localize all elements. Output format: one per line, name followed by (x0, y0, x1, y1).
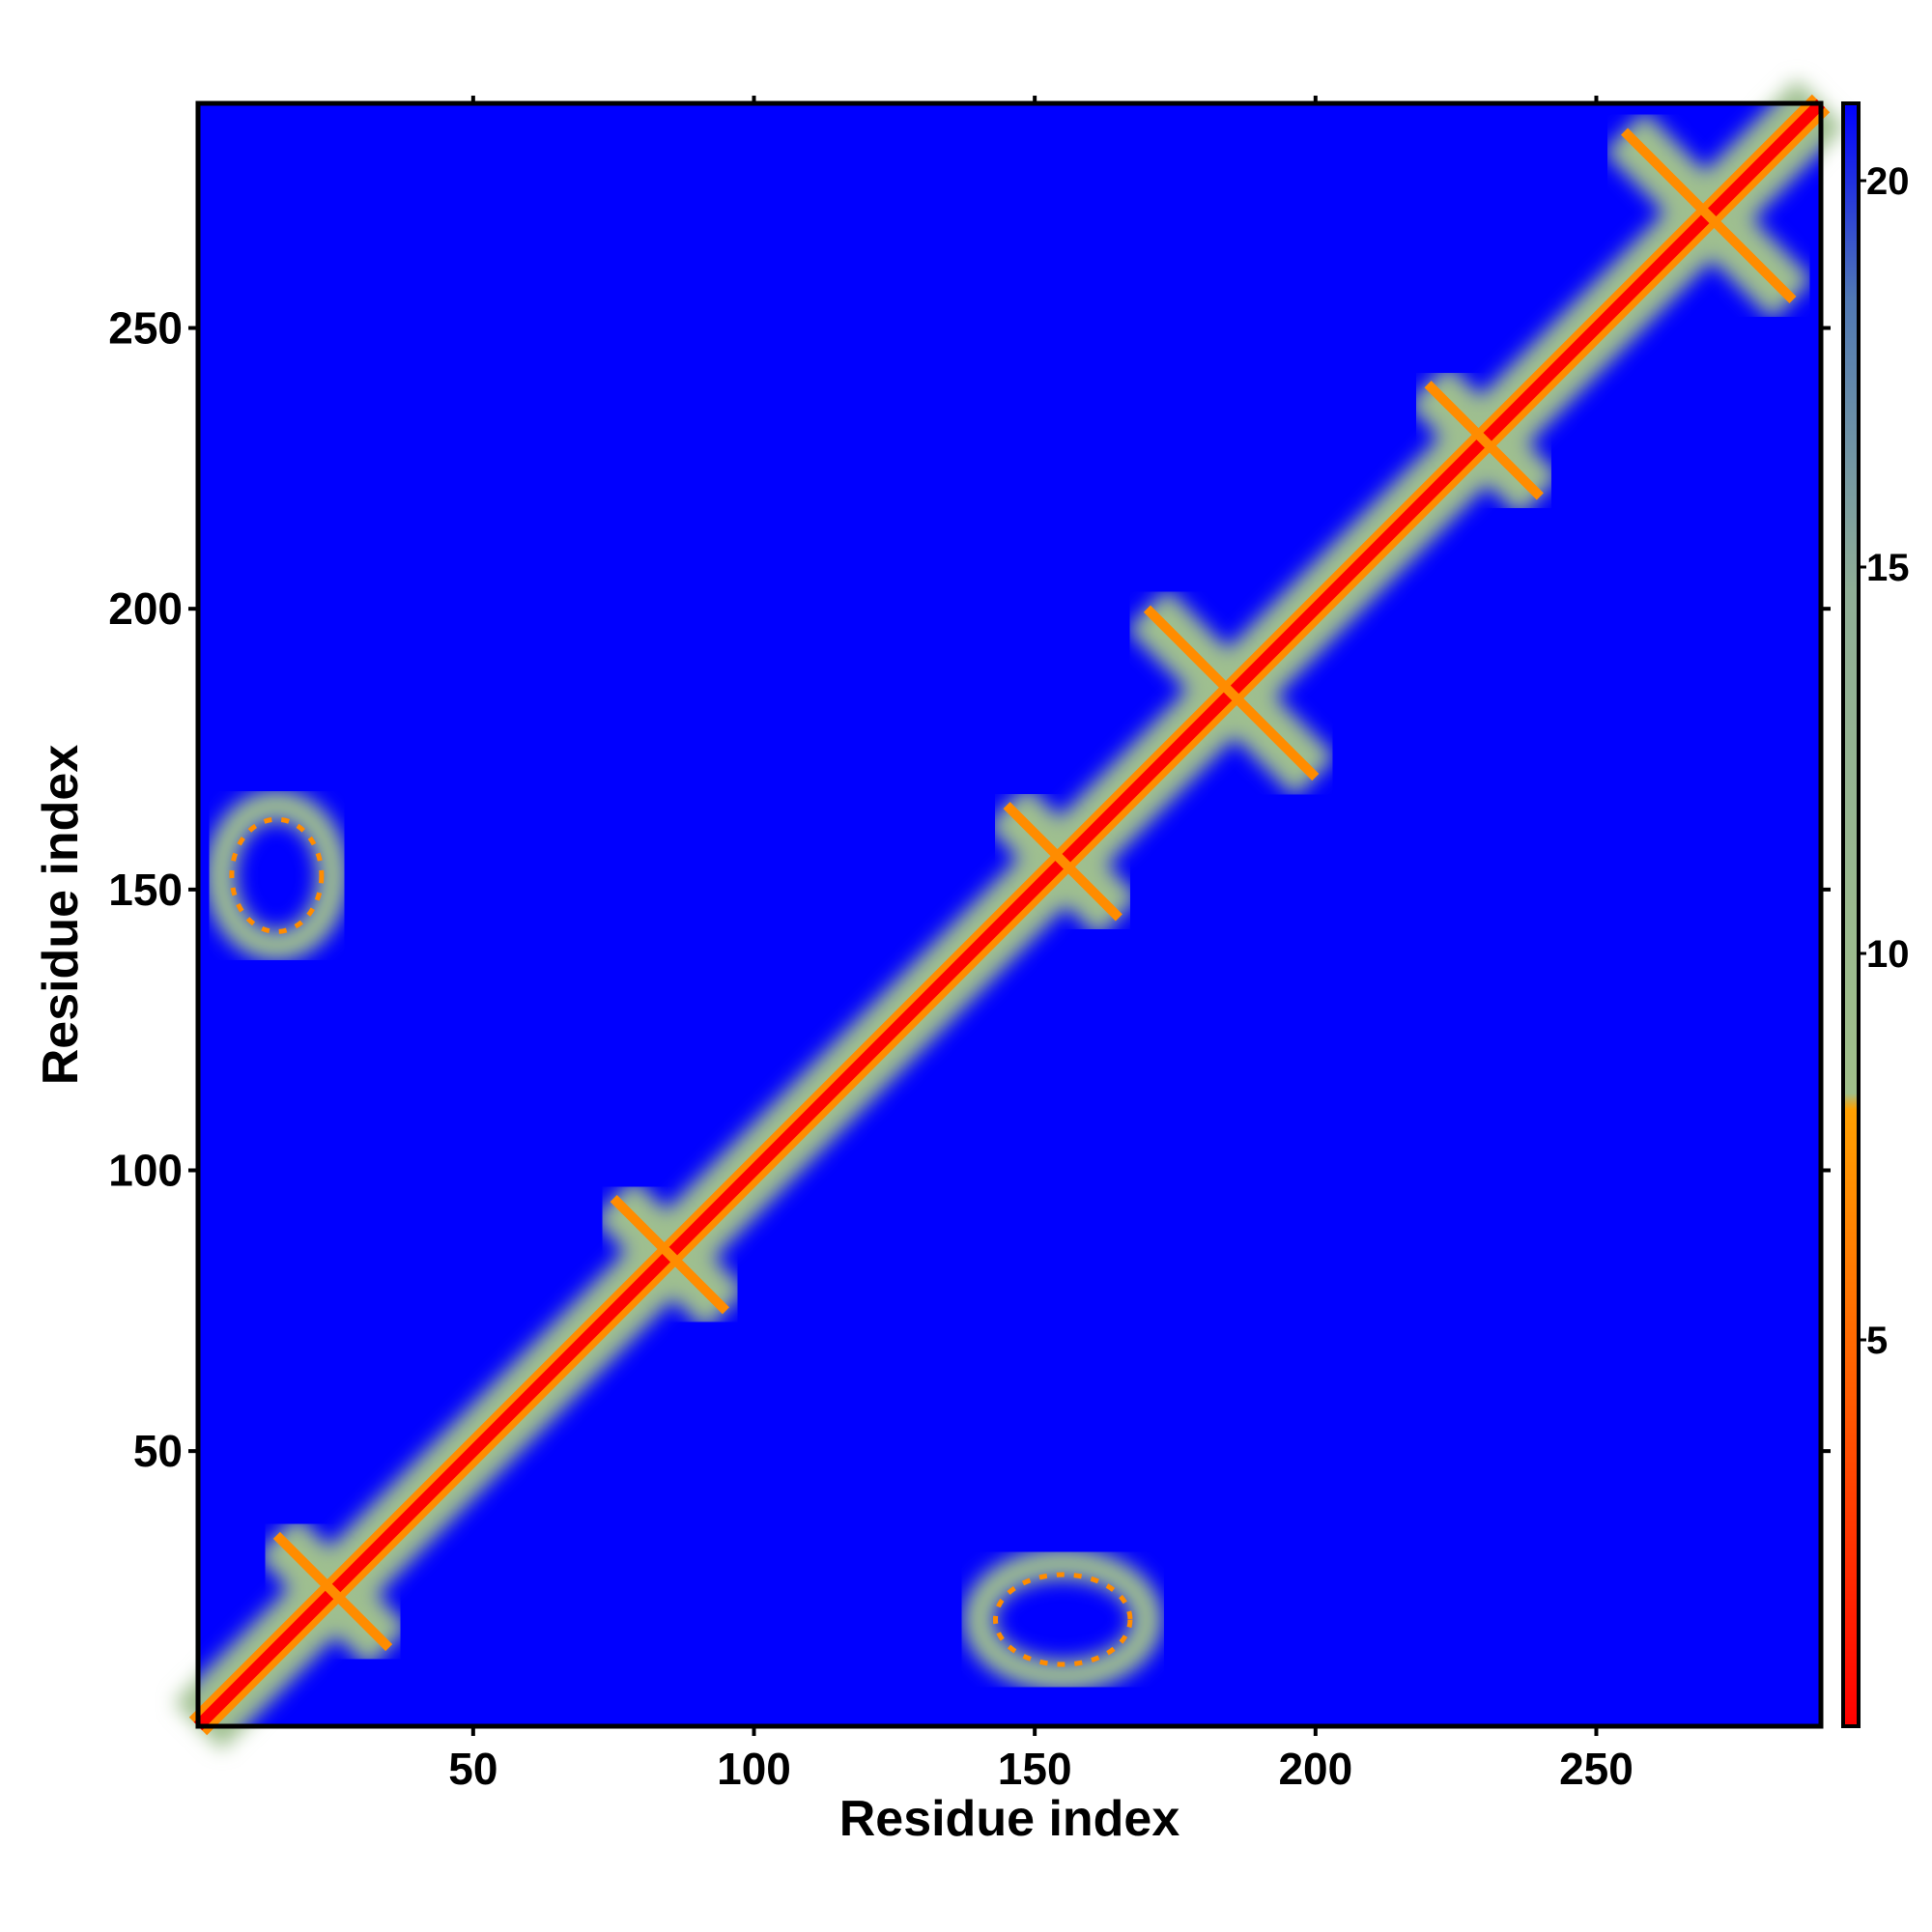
x-axis-ticks: 50 100 150 200 250 (448, 96, 1634, 1794)
ring-contact (992, 1572, 1133, 1667)
x-tick-label: 50 (448, 1744, 497, 1794)
colorbar-tick-label: 15 (1866, 547, 1910, 589)
x-tick-label: 200 (1278, 1744, 1352, 1794)
y-tick-label: 150 (108, 865, 183, 915)
antiparallel-contact-line (272, 1531, 393, 1652)
y-tick-label: 250 (108, 303, 183, 354)
colorbar-tick-label: 20 (1866, 160, 1910, 203)
y-tick-label: 200 (108, 583, 183, 634)
y-axis-title: Residue index (33, 745, 89, 1086)
y-tick-label: 50 (133, 1426, 183, 1476)
x-tick-label: 100 (717, 1744, 791, 1794)
diagonal-contact-line (193, 99, 1826, 1731)
ring-halo (963, 1548, 1163, 1691)
x-tick-label: 250 (1559, 1744, 1634, 1794)
antiparallel-contact-line (1143, 605, 1320, 781)
y-tick-label: 100 (108, 1145, 183, 1195)
ring-halo (205, 789, 349, 961)
colorbar-tick-label: 10 (1866, 933, 1910, 976)
contact-cells (188, 94, 1831, 1736)
colorbar-tick-label: 5 (1866, 1320, 1888, 1362)
y-axis-ticks: 50 100 150 200 250 (108, 303, 1831, 1476)
antiparallel-contact-line (1003, 802, 1122, 922)
ring-contact (229, 816, 325, 934)
antiparallel-contact-line (1621, 128, 1797, 303)
plot-frame (195, 100, 1824, 1729)
x-axis-title: Residue index (839, 1791, 1180, 1847)
antiparallel-contact-line (1424, 381, 1544, 500)
x-tick-label: 150 (998, 1744, 1072, 1794)
antiparallel-contact-line (610, 1195, 729, 1315)
colorbar-ticks: 5 10 15 20 (1859, 160, 1910, 1362)
colorbar (1841, 101, 1861, 1728)
